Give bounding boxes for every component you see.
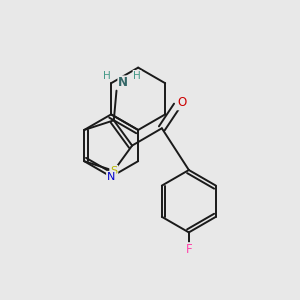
Text: O: O xyxy=(178,96,187,110)
Text: H: H xyxy=(103,70,111,80)
Text: N: N xyxy=(118,76,128,89)
Text: S: S xyxy=(110,166,117,176)
Text: N: N xyxy=(107,172,115,182)
Text: H: H xyxy=(133,70,141,80)
Text: F: F xyxy=(185,243,192,256)
